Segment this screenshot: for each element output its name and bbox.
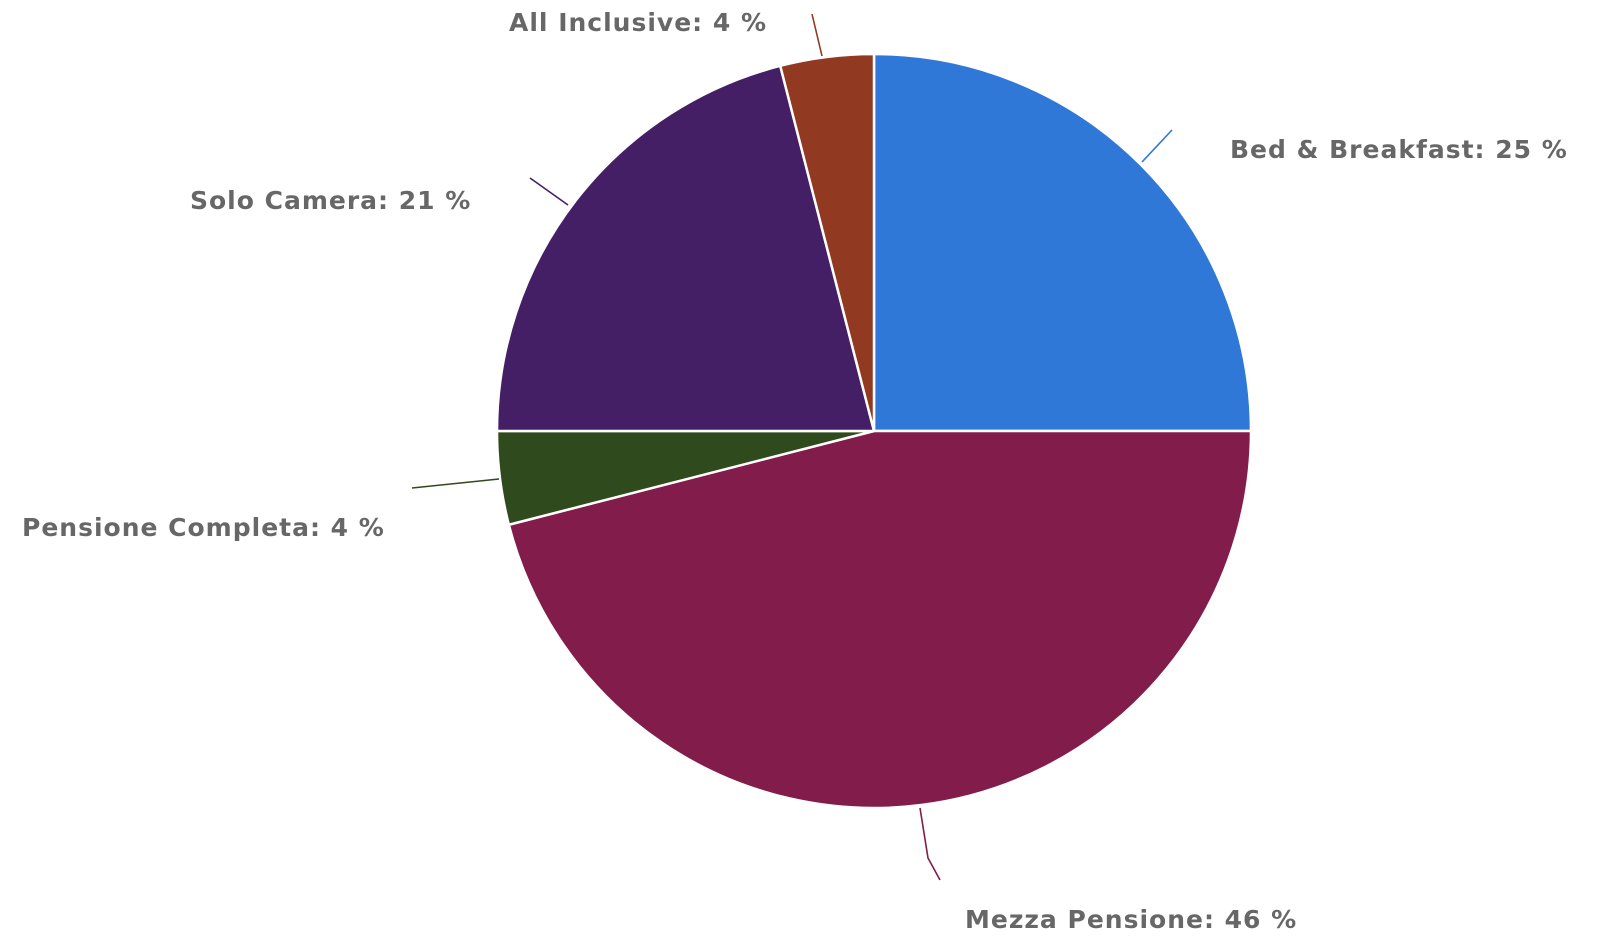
- slice-labels: Bed & Breakfast: 25 % Mezza Pensione: 46 …: [22, 8, 1568, 934]
- pie-slice-solo-camera[interactable]: [495, 64, 876, 433]
- connector-all-inclusive: [811, 13, 823, 57]
- connector-solo-camera: [529, 177, 569, 206]
- slice-label-bed-breakfast: Bed & Breakfast: 25 %: [1230, 135, 1568, 164]
- slice-label-solo-camera: Solo Camera: 21 %: [190, 186, 471, 215]
- label-connectors: [411, 13, 1173, 881]
- connector-bed-breakfast: [1141, 129, 1173, 163]
- slice-label-all-inclusive: All Inclusive: 4 %: [509, 8, 767, 37]
- slice-label-mezza-pensione: Mezza Pensione: 46 %: [965, 905, 1297, 934]
- connector-mezza-pensione: [919, 807, 941, 881]
- connector-pensione-completa: [411, 478, 500, 489]
- pie-slice-all-inclusive[interactable]: [778, 52, 876, 433]
- slice-label-pensione-completa: Pensione Completa: 4 %: [22, 513, 385, 542]
- pie-slices: [495, 52, 1253, 810]
- pie-slice-mezza-pensione[interactable]: [507, 429, 1253, 810]
- pie-slice-bed-breakfast[interactable]: [872, 52, 1253, 433]
